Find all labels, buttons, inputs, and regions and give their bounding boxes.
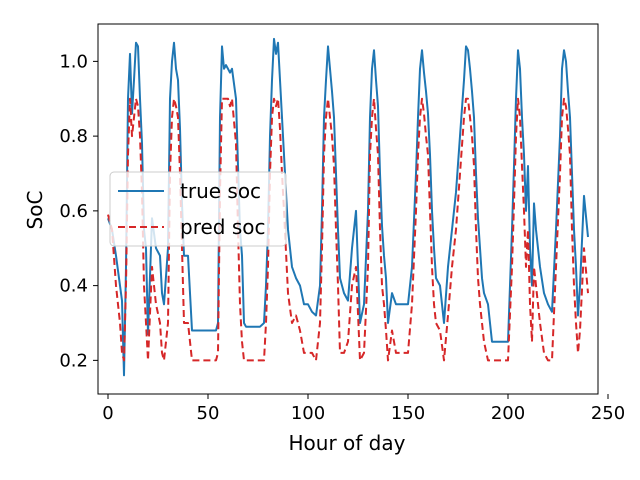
- x-tick-label: 200: [491, 403, 525, 424]
- x-axis-ticks: 0 50 100 150 200 250: [102, 394, 625, 424]
- y-axis-label: SoC: [23, 191, 47, 230]
- y-tick-label: 0.8: [59, 126, 88, 147]
- x-axis-label: Hour of day: [289, 431, 406, 455]
- x-tick-label: 150: [391, 403, 425, 424]
- legend: true soc pred soc: [109, 171, 287, 247]
- series-line-pred-soc: [107, 97, 589, 362]
- y-tick-label: 1.0: [59, 51, 88, 72]
- y-tick-label: 0.6: [59, 201, 88, 222]
- series-line-true-soc: [107, 37, 589, 377]
- x-tick-label: 250: [591, 403, 625, 424]
- y-tick-label: 0.4: [59, 276, 88, 297]
- x-tick-label: 0: [102, 403, 113, 424]
- y-tick-label: 0.2: [59, 350, 88, 371]
- x-tick-label: 50: [197, 403, 220, 424]
- legend-label-pred-soc: pred soc: [180, 215, 266, 239]
- legend-label-true-soc: true soc: [180, 179, 261, 203]
- x-tick-label: 100: [291, 403, 325, 424]
- y-axis-ticks: 0.2 0.4 0.6 0.8 1.0: [59, 51, 98, 371]
- plot-area: 0 50 100 150 200 250 0.2 0.4 0.6 0.8 1.0: [59, 23, 625, 424]
- series-layer: [107, 37, 589, 377]
